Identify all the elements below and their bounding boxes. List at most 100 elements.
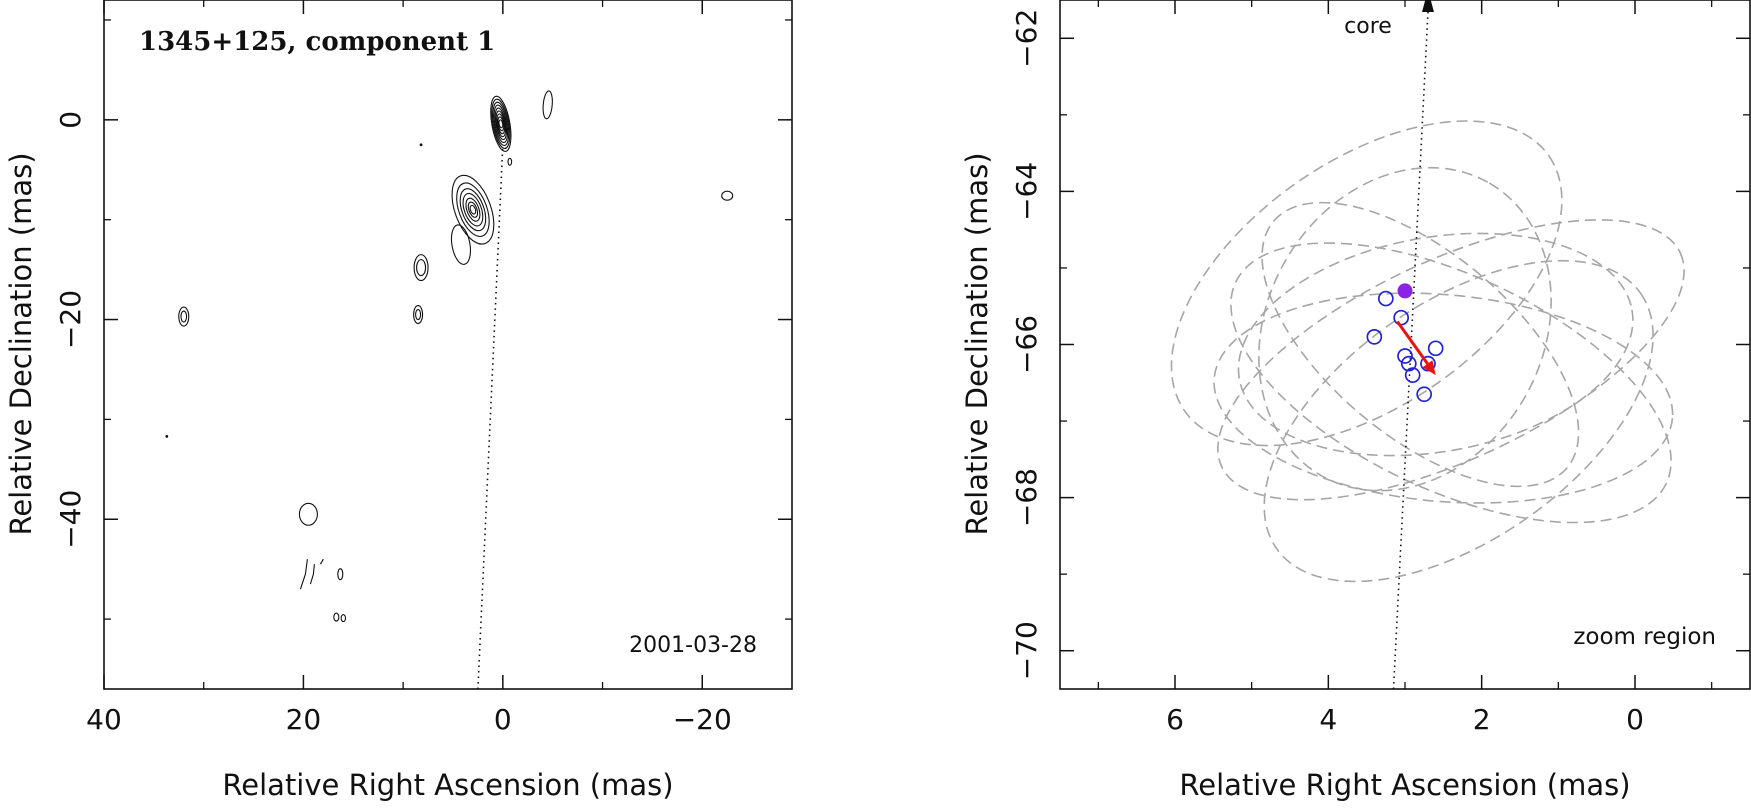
contour-level [493,104,509,144]
contour-level [333,612,340,622]
contour-speck [165,434,169,438]
component-position-point [1427,340,1444,357]
proper-motion-arrow [1396,320,1429,365]
component-position-point [1420,355,1436,372]
core-label: core [1344,14,1392,39]
contour-level [459,188,487,232]
contour-level [340,614,347,623]
left-axis-ticks: 40 20 0 −20 0 −20 −40 [54,0,792,736]
contour-level [413,305,424,325]
component-position-point [1404,367,1421,383]
left-y-axis-label: Relative Declination (mas) [4,152,38,535]
contour-level [491,98,511,149]
x-tick-label: −20 [673,703,732,736]
x-tick-label: 0 [1626,703,1644,736]
contour-level [456,182,490,237]
contour-arc [319,558,324,565]
contour-level [413,254,429,282]
left-panel-title: 1345+125, component 1 [139,27,495,57]
error-ellipse [1261,201,1580,488]
right-x-axis-label: Relative Right Ascension (mas) [1179,768,1630,802]
error-ellipse [1263,259,1654,583]
contour-level [462,192,484,227]
core-direction-arrowhead [1422,0,1434,12]
y-tick-label: −64 [1010,162,1043,221]
contour-source-knot-8 [333,612,340,622]
contour-arc [309,564,315,585]
y-tick-label: −68 [1010,468,1043,527]
core-direction-line [1392,11,1429,689]
contour-level [469,204,477,215]
x-tick-label: 40 [86,703,122,736]
y-tick-label: −20 [54,290,87,349]
contour-source-knot-4 [542,90,553,120]
right-y-axis-label: Relative Declination (mas) [960,152,994,535]
x-tick-label: 4 [1319,703,1337,736]
contour-level [337,568,344,581]
contour-level [415,309,422,321]
contour-level [467,201,479,218]
contour-source-knot-6 [298,502,318,526]
contour-level [492,101,510,147]
y-tick-label: −66 [1010,315,1043,374]
contour-level [498,119,504,129]
contour-level [298,502,318,526]
left-x-axis-label: Relative Right Ascension (mas) [222,768,673,802]
left-panel: 40 20 0 −20 0 −20 −40 1345+125, component 1 20… [4,0,793,802]
right-plot-area [1170,0,1685,689]
y-tick-label: −62 [1010,9,1043,68]
contour-level [416,259,427,277]
error-ellipse [1213,292,1674,504]
right-panel: 6 4 2 0 −62 −64 −66 −68 −70 core zoom region Rel… [960,0,1751,802]
contour-level [451,174,495,245]
contour-level [490,95,512,152]
contour-source-knot-7 [337,568,344,581]
left-plot-frame [103,0,793,690]
x-tick-label: 0 [494,703,512,736]
contour-level [465,197,481,222]
error-ellipse [1230,242,1672,524]
component-position-point [1416,386,1433,403]
jet-direction-line [477,144,504,689]
x-tick-label: 2 [1473,703,1491,736]
contour-source-knot-9 [340,614,347,623]
component-position-point [1397,348,1413,364]
component-position-point [1377,290,1394,307]
contour-source-knot-2 [413,254,429,282]
error-ellipse [1217,219,1685,501]
zoom-region-label: zoom region [1573,624,1716,650]
y-tick-label: −40 [54,490,87,549]
contour-level [495,110,507,138]
component-position-point [1366,328,1383,345]
proper-motion-arrowhead [1422,360,1436,376]
error-ellipse [1237,232,1634,457]
contour-level [497,116,505,132]
contour-source-knot-11 [507,157,513,166]
contour-level [721,190,734,201]
contour-speck [419,143,423,147]
y-tick-label: 0 [54,111,87,129]
contour-source-knot-5 [178,306,190,327]
contour-source-core [490,95,512,152]
left-plot-area [165,90,734,689]
contour-level [178,306,190,327]
contour-source-knot-10 [721,190,734,201]
component-position-point [1400,355,1417,372]
error-ellipse [1170,120,1563,447]
contour-source-knot-tail [450,224,472,265]
contour-level [507,157,513,166]
y-tick-label: −70 [1010,621,1043,680]
x-tick-label: 6 [1166,703,1184,736]
x-tick-label: 20 [286,703,322,736]
right-axis-ticks: 6 4 2 0 −62 −64 −66 −68 −70 [1010,0,1750,736]
contour-level [496,113,506,135]
contour-level [542,90,553,120]
contour-arc [299,559,308,590]
contour-level [494,107,508,141]
contour-level [180,310,188,323]
contour-level [450,224,472,265]
contour-source-knot-1 [451,174,495,245]
filled-position-point [1397,283,1413,299]
contour-source-knot-3 [413,305,424,325]
